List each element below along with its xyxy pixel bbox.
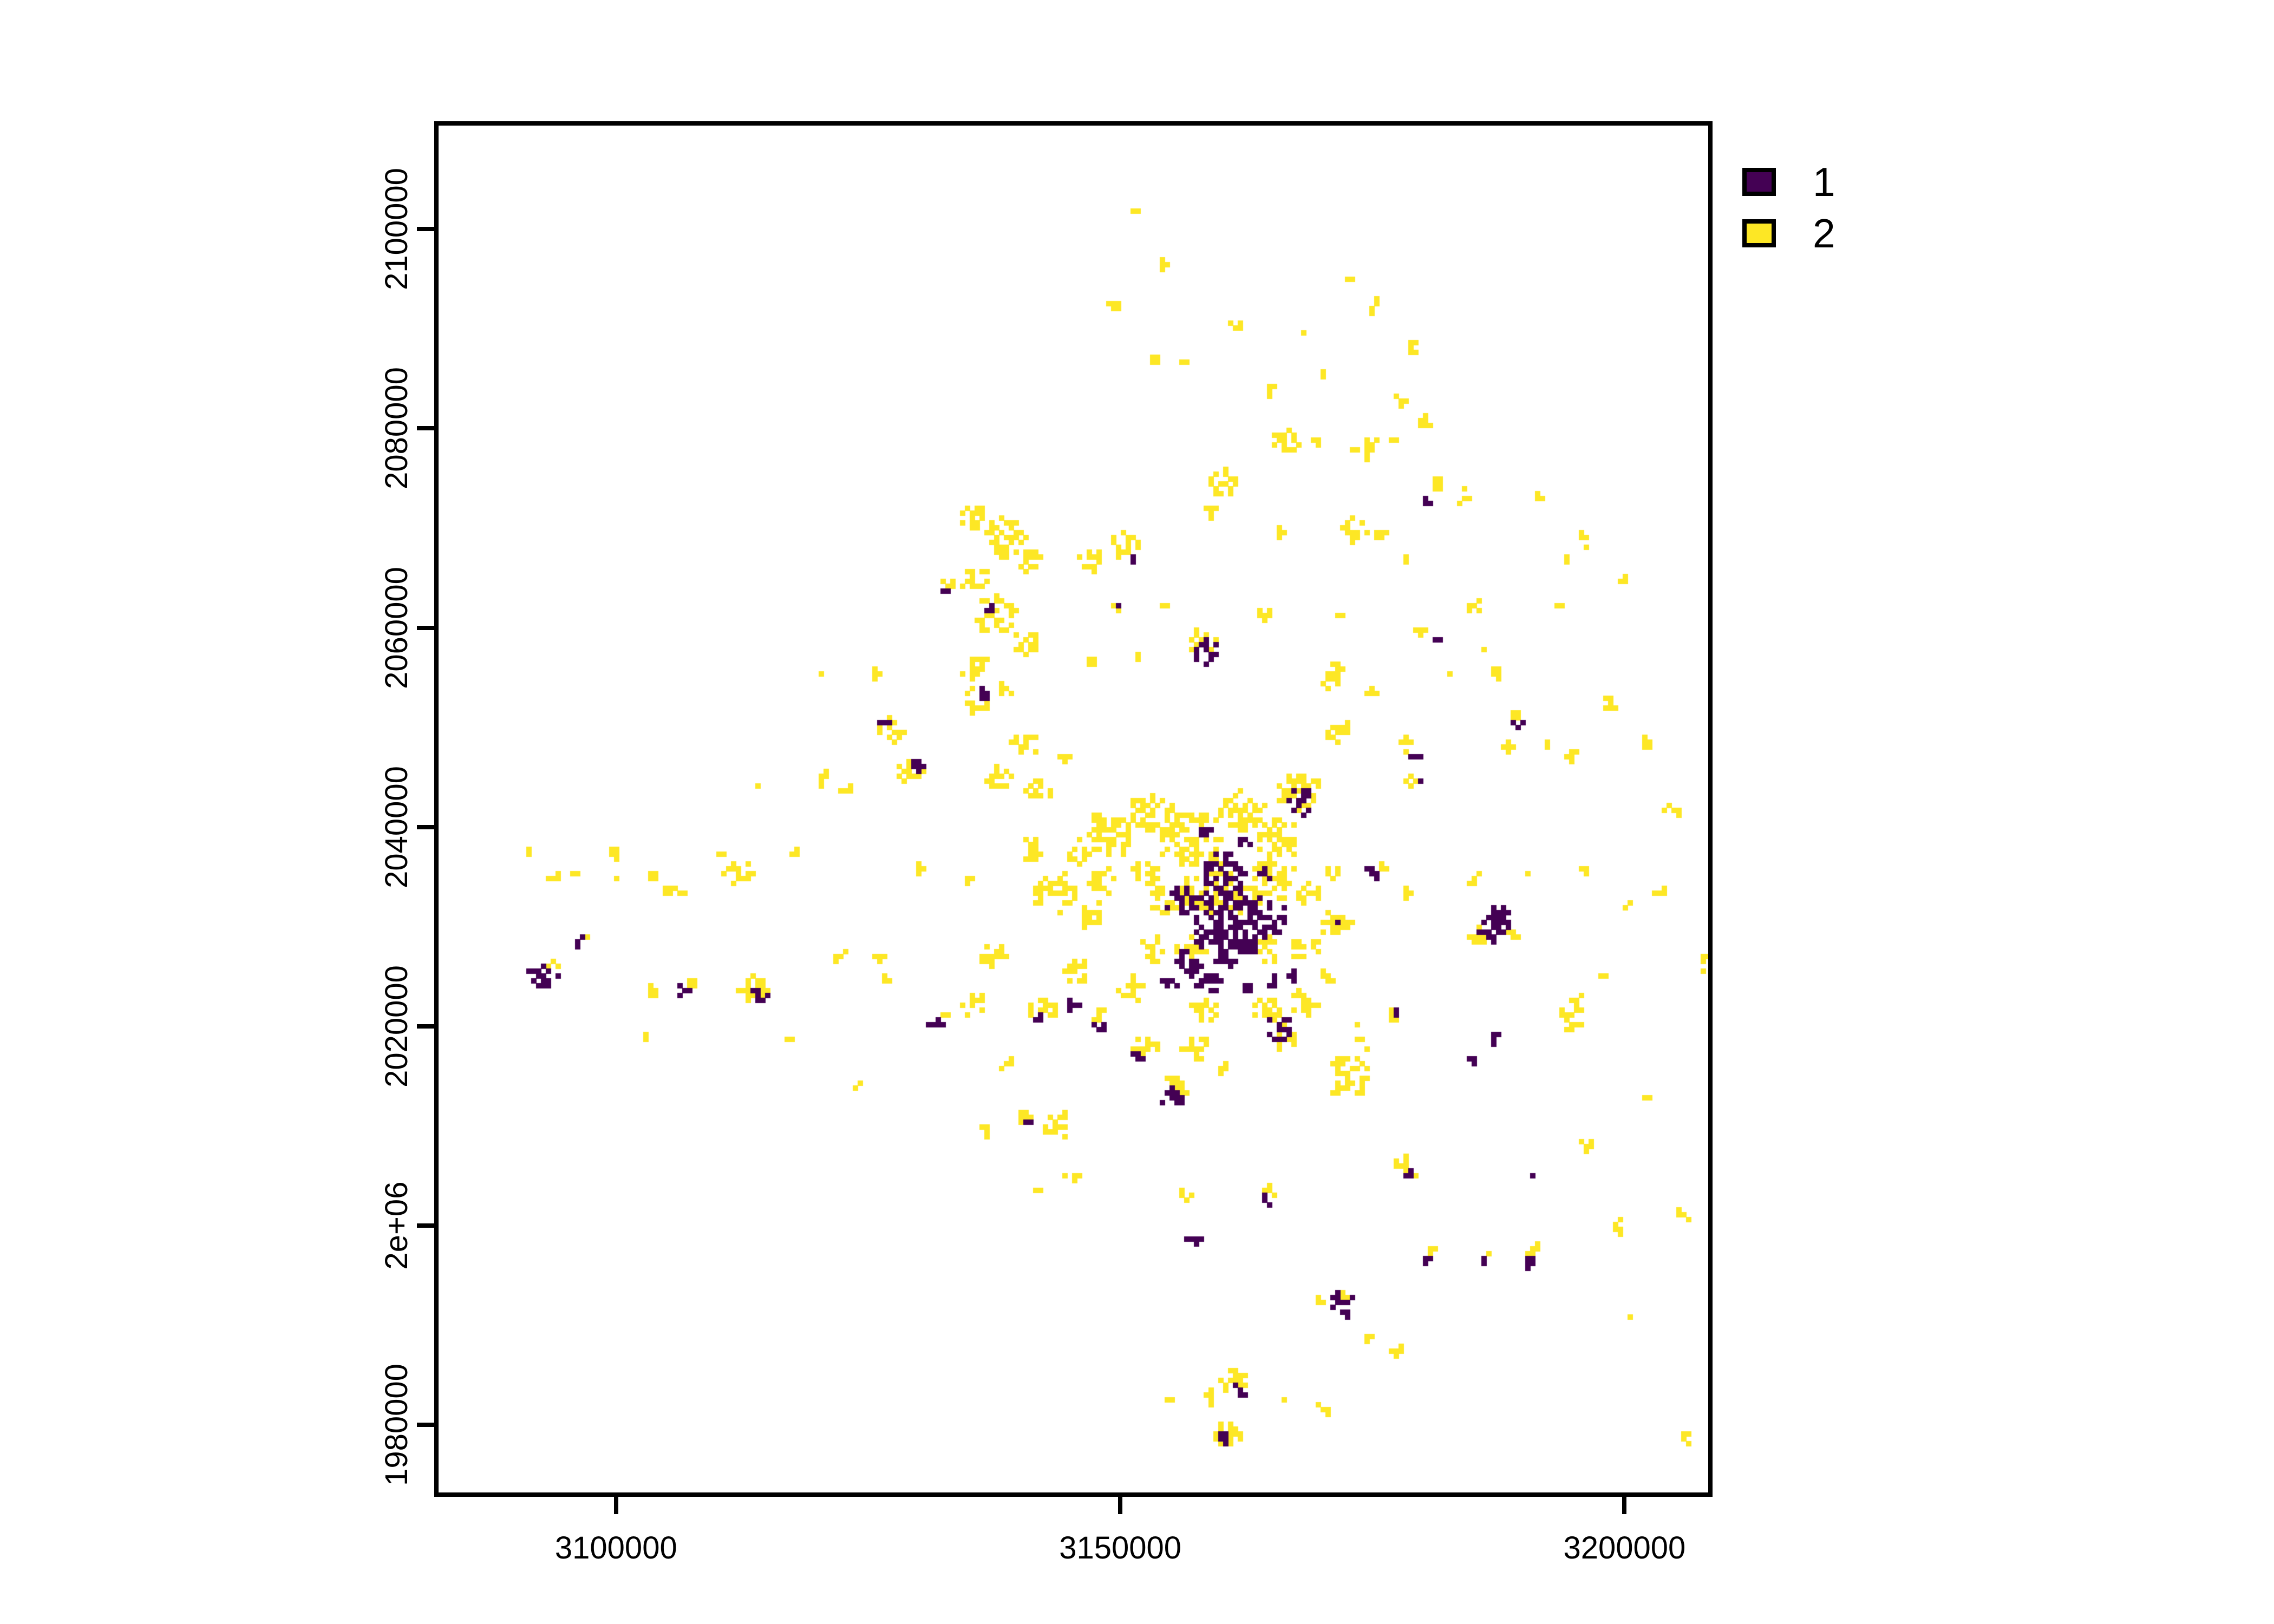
y-axis-tick-label: 2e+06 — [379, 1181, 414, 1270]
y-axis-tick-label: 2020000 — [379, 965, 414, 1088]
plot-box — [434, 121, 1713, 1497]
legend-item-class-2: 2 — [1742, 213, 1835, 254]
x-axis-tick — [613, 1497, 618, 1514]
y-axis-tick-label: 2040000 — [379, 765, 414, 888]
raster-map-canvas — [439, 126, 1708, 1492]
y-axis-tick — [417, 824, 434, 829]
y-axis-tick-label: 2080000 — [379, 367, 414, 490]
legend-label-class-2: 2 — [1813, 211, 1835, 256]
legend-swatch-class-2-icon — [1742, 219, 1776, 247]
x-axis-tick-label: 3200000 — [1563, 1530, 1686, 1566]
y-axis-tick — [417, 625, 434, 630]
y-axis-tick-label: 1980000 — [379, 1363, 414, 1486]
y-axis-tick-label: 2060000 — [379, 566, 414, 689]
y-axis-tick — [417, 1223, 434, 1228]
y-axis-tick-label: 2100000 — [379, 168, 414, 291]
x-axis-tick — [1622, 1497, 1627, 1514]
y-axis-tick — [417, 1024, 434, 1029]
x-axis-tick — [1118, 1497, 1123, 1514]
y-axis-tick — [417, 227, 434, 232]
x-axis-tick-label: 3150000 — [1059, 1530, 1182, 1566]
legend-label-class-1: 1 — [1813, 159, 1835, 205]
legend-item-class-1: 1 — [1742, 162, 1835, 202]
y-axis-tick — [417, 1422, 434, 1427]
y-axis-tick — [417, 426, 434, 431]
x-axis-tick-label: 3100000 — [554, 1530, 677, 1566]
legend-swatch-class-1-icon — [1742, 168, 1776, 196]
